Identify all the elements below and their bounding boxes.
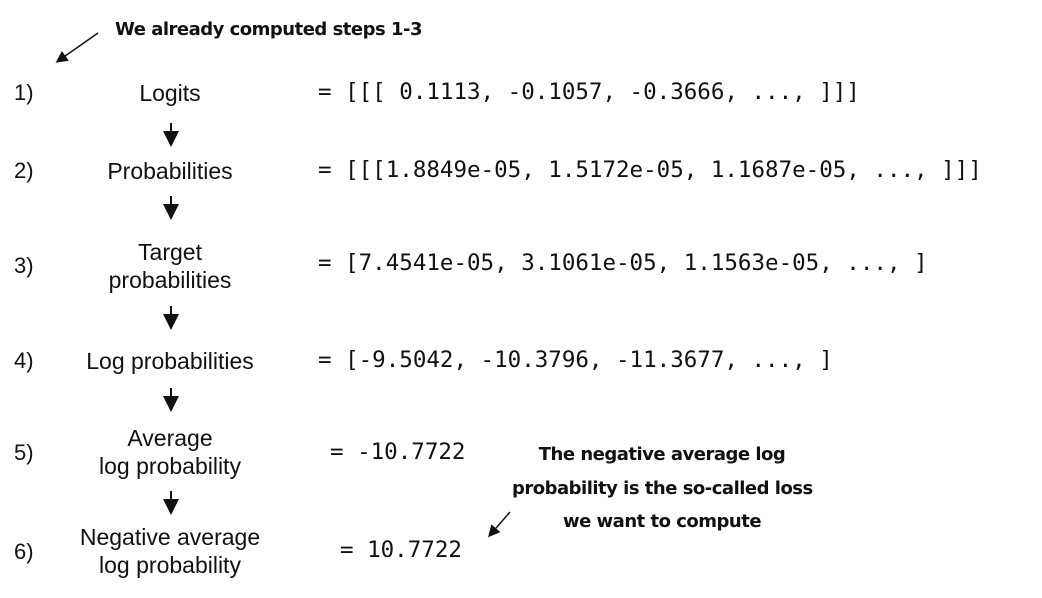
loss-annotation: The negative average log probability is …: [512, 438, 813, 539]
step-label-negative-average-log-probability: Negative average log probability: [40, 523, 300, 579]
label-line: Average: [127, 425, 213, 451]
top-annotation: We already computed steps 1-3: [115, 19, 423, 40]
top-annotation-arrow: [55, 32, 99, 63]
step-value: = [[[ 0.1113, -0.1057, -0.3666, ..., ]]]: [318, 79, 860, 105]
step-number: 4): [14, 348, 34, 373]
step-value: = [7.4541e-05, 3.1061e-05, 1.1563e-05, .…: [318, 250, 928, 276]
step-label-logits: Logits: [139, 80, 201, 106]
step-value: = -10.7722: [330, 439, 466, 465]
step-number: 1): [14, 80, 34, 105]
annotation-line: The negative average log: [538, 444, 786, 465]
annotation-line: probability is the so-called loss: [512, 477, 813, 499]
step-number: 6): [14, 539, 34, 564]
step-value: = [-9.5042, -10.3796, -11.3677, ..., ]: [318, 347, 833, 373]
step-label-log-probabilities: Log probabilities: [86, 348, 254, 374]
label-line: Target: [138, 239, 202, 265]
label-line: Negative average: [79, 524, 261, 550]
bottom-annotation-arrow: [488, 511, 511, 538]
step-label-probabilities: Probabilities: [107, 158, 233, 184]
step-label-average-log-probability: Average log probability: [40, 424, 300, 480]
step-number: 5): [14, 440, 34, 465]
step-value: = [[[1.8849e-05, 1.5172e-05, 1.1687e-05,…: [318, 157, 982, 183]
step-number: 3): [14, 253, 34, 278]
step-label-target-probabilities: Target probabilities: [40, 238, 300, 294]
step-value: = 10.7722: [340, 537, 462, 563]
annotation-line: we want to compute: [562, 511, 762, 532]
label-line: log probability: [99, 552, 241, 578]
step-number: 2): [14, 158, 34, 183]
label-line: log probability: [99, 453, 241, 479]
label-line: probabilities: [108, 267, 232, 293]
